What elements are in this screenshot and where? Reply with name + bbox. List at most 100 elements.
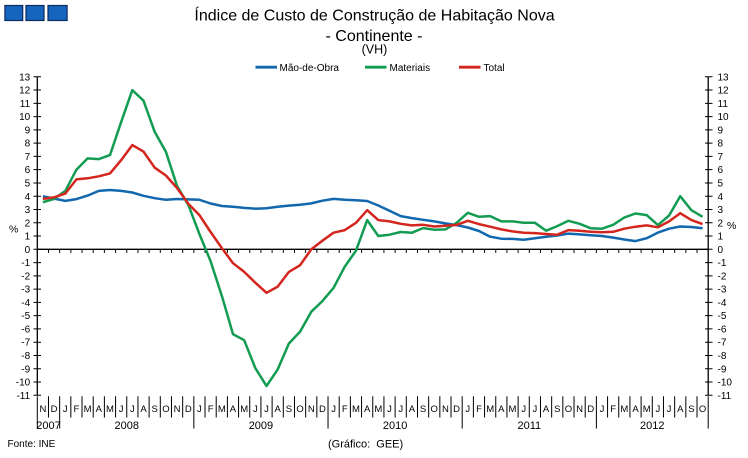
svg-text:D: D xyxy=(185,404,192,415)
svg-text:Mão-de-Obra: Mão-de-Obra xyxy=(280,63,340,74)
svg-text:2: 2 xyxy=(25,218,31,229)
svg-text:-9: -9 xyxy=(718,364,727,375)
svg-text:-1: -1 xyxy=(718,258,727,269)
svg-text:Materiais: Materiais xyxy=(390,63,431,74)
svg-text:O: O xyxy=(296,404,303,415)
svg-text:N: N xyxy=(442,404,449,415)
svg-text:7: 7 xyxy=(25,152,31,163)
svg-text:-8: -8 xyxy=(718,351,727,362)
svg-text:J: J xyxy=(465,404,470,415)
svg-text:2: 2 xyxy=(718,218,724,229)
svg-text:A: A xyxy=(140,404,147,415)
svg-text:2009: 2009 xyxy=(249,420,273,432)
svg-text:-10: -10 xyxy=(718,378,733,389)
svg-text:F: F xyxy=(74,404,80,415)
svg-text:-6: -6 xyxy=(718,324,727,335)
svg-text:O: O xyxy=(699,404,706,415)
svg-text:Índice de Custo de Construção: Índice de Custo de Construção de Habitaç… xyxy=(194,6,554,25)
svg-text:-11: -11 xyxy=(718,391,732,402)
svg-text:-10: -10 xyxy=(16,378,31,389)
svg-text:-7: -7 xyxy=(718,338,727,349)
svg-text:13: 13 xyxy=(718,72,730,83)
svg-text:J: J xyxy=(387,404,392,415)
svg-text:2008: 2008 xyxy=(115,420,139,432)
svg-text:S: S xyxy=(286,404,292,415)
svg-text:J: J xyxy=(398,404,403,415)
svg-text:J: J xyxy=(197,404,202,415)
svg-text:8: 8 xyxy=(25,139,31,150)
svg-text:-1: -1 xyxy=(21,258,30,269)
svg-text:-11: -11 xyxy=(16,391,30,402)
svg-text:6: 6 xyxy=(25,165,31,176)
svg-text:A: A xyxy=(230,404,237,415)
svg-text:-3: -3 xyxy=(21,285,30,296)
svg-text:A: A xyxy=(275,404,282,415)
svg-text:13: 13 xyxy=(19,72,31,83)
svg-text:M: M xyxy=(643,404,651,415)
svg-text:2011: 2011 xyxy=(517,420,541,432)
svg-text:%: % xyxy=(727,220,736,232)
svg-text:M: M xyxy=(218,404,226,415)
svg-text:11: 11 xyxy=(718,99,729,110)
svg-text:D: D xyxy=(319,404,326,415)
svg-text:-4: -4 xyxy=(718,298,727,309)
svg-text:S: S xyxy=(688,404,694,415)
svg-text:J: J xyxy=(331,404,336,415)
svg-text:J: J xyxy=(667,404,672,415)
svg-text:M: M xyxy=(620,404,628,415)
svg-text:J: J xyxy=(264,404,269,415)
svg-text:N: N xyxy=(308,404,315,415)
svg-text:10: 10 xyxy=(718,112,730,123)
svg-text:A: A xyxy=(677,404,684,415)
svg-text:5: 5 xyxy=(718,179,724,190)
svg-text:M: M xyxy=(486,404,494,415)
svg-text:7: 7 xyxy=(718,152,724,163)
svg-text:M: M xyxy=(374,404,382,415)
svg-text:1: 1 xyxy=(25,232,31,243)
svg-text:A: A xyxy=(632,404,639,415)
svg-text:2012: 2012 xyxy=(640,420,664,432)
svg-text:N: N xyxy=(174,404,181,415)
svg-text:A: A xyxy=(364,404,371,415)
svg-text:A: A xyxy=(498,404,505,415)
svg-text:2007: 2007 xyxy=(36,420,60,432)
svg-text:8: 8 xyxy=(718,139,724,150)
svg-text:M: M xyxy=(509,404,517,415)
svg-text:J: J xyxy=(533,404,538,415)
svg-text:S: S xyxy=(554,404,560,415)
svg-text:Total: Total xyxy=(484,63,505,74)
svg-text:1: 1 xyxy=(718,232,724,243)
svg-text:6: 6 xyxy=(718,165,724,176)
svg-text:J: J xyxy=(130,404,135,415)
svg-text:D: D xyxy=(51,404,58,415)
svg-text:0: 0 xyxy=(718,245,724,256)
svg-text:%: % xyxy=(9,223,18,235)
svg-text:-5: -5 xyxy=(21,311,30,322)
svg-text:- Continente -: - Continente - xyxy=(326,28,423,45)
svg-text:A: A xyxy=(543,404,550,415)
svg-text:-6: -6 xyxy=(21,324,30,335)
svg-text:N: N xyxy=(576,404,583,415)
svg-text:O: O xyxy=(431,404,438,415)
svg-text:O: O xyxy=(565,404,572,415)
svg-text:5: 5 xyxy=(25,179,31,190)
svg-text:F: F xyxy=(342,404,348,415)
svg-text:M: M xyxy=(240,404,248,415)
svg-text:M: M xyxy=(84,404,92,415)
svg-text:-7: -7 xyxy=(21,338,30,349)
svg-text:S: S xyxy=(420,404,426,415)
svg-text:4: 4 xyxy=(25,192,31,203)
svg-text:11: 11 xyxy=(20,99,31,110)
svg-text:D: D xyxy=(587,404,594,415)
svg-text:-4: -4 xyxy=(21,298,30,309)
svg-text:J: J xyxy=(253,404,258,415)
svg-text:D: D xyxy=(453,404,460,415)
svg-text:-3: -3 xyxy=(718,285,727,296)
svg-text:-5: -5 xyxy=(718,311,727,322)
svg-text:Fonte: INE: Fonte: INE xyxy=(8,439,56,450)
svg-text:4: 4 xyxy=(718,192,724,203)
svg-text:-9: -9 xyxy=(21,364,30,375)
svg-text:N: N xyxy=(39,404,46,415)
svg-text:F: F xyxy=(476,404,482,415)
svg-text:2010: 2010 xyxy=(383,420,407,432)
